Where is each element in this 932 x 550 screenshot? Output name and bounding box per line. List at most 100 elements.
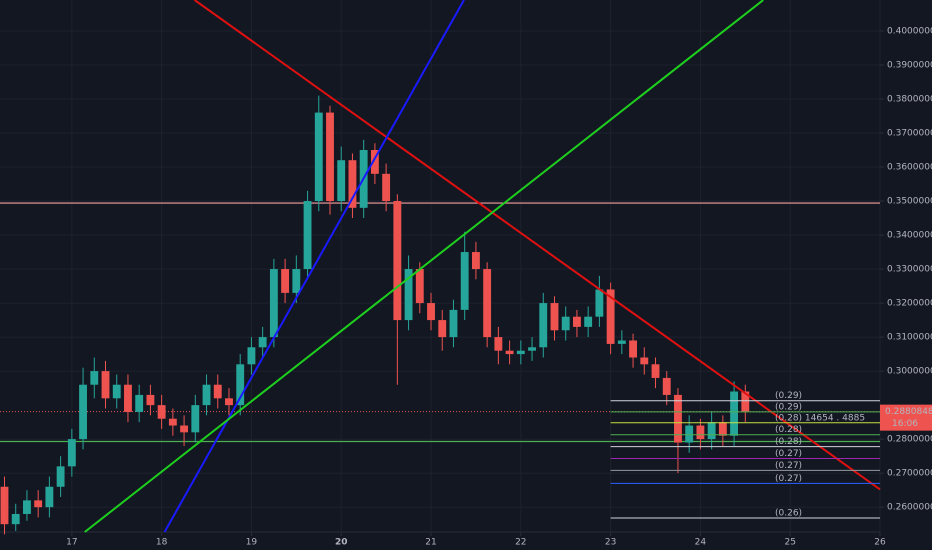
candle-body (494, 337, 503, 351)
y-tick-label: 0.31000000 (887, 333, 932, 343)
candle-body (550, 303, 559, 331)
fib-label: (0.27) (775, 474, 802, 484)
candle-body (730, 391, 739, 436)
candle-body (573, 316, 581, 327)
candle-body (124, 384, 132, 412)
candle-body (606, 289, 615, 344)
x-tick-label: 23 (605, 538, 616, 548)
x-tick-label: 18 (156, 538, 168, 548)
candle-body (617, 340, 626, 344)
plot-area (0, 0, 881, 535)
candle-body (696, 425, 705, 440)
candle-body (584, 316, 593, 327)
current-price-badge (880, 404, 932, 431)
candle-body (281, 269, 290, 293)
y-tick-label: 0.38000000 (887, 94, 932, 104)
trend-line (163, 0, 465, 533)
candle-body (135, 394, 144, 412)
y-tick-label: 0.39000000 (887, 60, 932, 70)
fib-label: (0.29) (775, 402, 802, 412)
candle-body (314, 112, 323, 202)
candle-body (438, 320, 447, 338)
fib-label: (0.28) 14654 . 4885 (775, 413, 865, 423)
x-tick-label: 21 (425, 538, 436, 548)
candle-body (595, 289, 604, 317)
candle-body (471, 252, 480, 270)
candle-body (337, 160, 346, 202)
candle-body (460, 252, 469, 310)
x-tick-label: 24 (695, 538, 707, 548)
candle-body (157, 405, 166, 419)
y-tick-label: 0.36000000 (887, 163, 932, 173)
candle-body (101, 371, 110, 399)
fib-label: (0.29) (775, 391, 802, 401)
candle-body (247, 347, 256, 365)
candle-body (640, 357, 649, 365)
candle-body (382, 173, 391, 202)
candle-body (326, 112, 334, 202)
trend-line (84, 0, 764, 533)
candle-body (539, 303, 548, 348)
candle-body (741, 391, 750, 412)
candle-body (662, 377, 671, 395)
candle-body (685, 425, 694, 443)
candle-body (225, 398, 233, 406)
x-tick-label: 26 (874, 538, 886, 548)
y-tick-label: 0.27000000 (887, 469, 932, 479)
fib-label: (0.27) (775, 461, 802, 471)
candle-body (370, 150, 379, 174)
candle-body (45, 486, 54, 508)
y-tick-label: 0.40000000 (887, 26, 932, 36)
candle-body (79, 384, 87, 440)
candle-body (393, 201, 402, 321)
y-tick-label: 0.34000000 (887, 231, 932, 241)
fib-label: (0.28) (775, 437, 802, 447)
candle-body (236, 364, 245, 406)
candle-body (11, 513, 20, 525)
candle-body (528, 347, 536, 351)
candle-body (449, 309, 458, 338)
candle-body (180, 425, 189, 433)
candle-body (483, 269, 492, 338)
candle-body (0, 486, 9, 525)
candle-body (427, 303, 435, 321)
candle-body (90, 371, 99, 385)
candle-body (34, 500, 43, 508)
y-tick-label: 0.33000000 (887, 265, 932, 275)
y-tick-label: 0.32000000 (887, 299, 932, 309)
candle-body (112, 384, 121, 399)
fib-label: (0.28) (775, 425, 802, 435)
candle-body (23, 500, 31, 514)
candle-body (56, 466, 65, 487)
y-tick-label: 0.26000000 (887, 503, 932, 513)
current-price-time: 16:06 (892, 419, 918, 429)
candle-body (168, 418, 177, 426)
y-tick-label: 0.30000000 (887, 367, 932, 377)
candle-body (561, 316, 570, 331)
candle-body (707, 422, 716, 440)
candle-body (674, 394, 682, 443)
candle-body (202, 384, 211, 406)
x-tick-label: 25 (784, 538, 795, 548)
candle-body (303, 201, 312, 270)
candle-body (67, 439, 76, 467)
y-tick-label: 0.35000000 (887, 197, 932, 207)
candle-body (292, 269, 301, 293)
candle-body (629, 340, 637, 358)
candle-body (505, 350, 514, 355)
fib-levels: (0.29)(0.29)(0.28) 14654 . 4885(0.28)(0.… (610, 391, 880, 519)
fib-label: (0.26) (775, 509, 802, 519)
y-tick-label: 0.37000000 (887, 129, 932, 139)
candle-body (258, 337, 267, 348)
candle-body (269, 269, 278, 338)
candle-body (516, 350, 525, 355)
x-tick-label: 17 (66, 538, 77, 548)
candle-body (404, 269, 413, 321)
current-price-label: 0.28808488 (885, 407, 932, 417)
candle-body (415, 269, 424, 304)
x-tick-label: 20 (335, 538, 348, 548)
fib-label: (0.27) (775, 449, 802, 459)
candle-body (213, 384, 222, 399)
candle-body (348, 160, 357, 208)
